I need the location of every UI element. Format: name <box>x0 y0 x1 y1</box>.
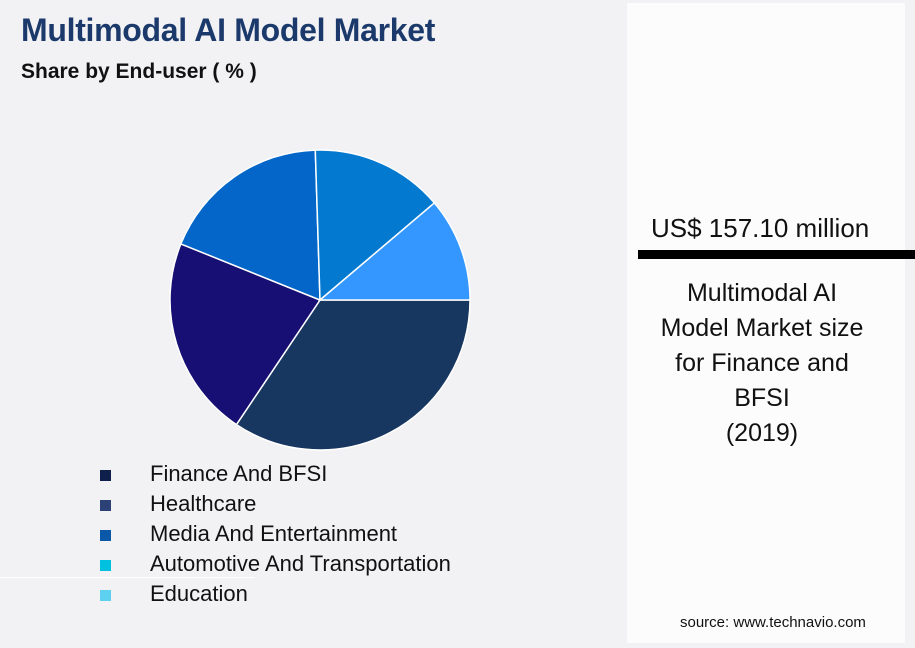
kpi-divider-bar <box>638 250 915 259</box>
kpi-value: US$ 157.10 million <box>651 213 870 243</box>
legend-label: Healthcare <box>150 491 257 516</box>
legend-label: Finance And BFSI <box>150 461 328 486</box>
legend-marker-icon <box>100 470 111 481</box>
legend-marker-icon <box>100 530 111 541</box>
legend-marker-icon <box>100 590 111 601</box>
kpi-description: Multimodal AI Model Market size for Fina… <box>638 276 886 451</box>
legend-label: Automotive And Transportation <box>150 551 451 576</box>
chart-subtitle: Share by End-user ( % ) <box>21 60 257 83</box>
legend-marker-icon <box>100 500 111 511</box>
kpi-panel <box>627 3 905 643</box>
legend-marker-icon <box>100 560 111 571</box>
pie-chart <box>169 149 471 451</box>
pie-slice-education <box>317 201 471 301</box>
kpi-description-line: BFSI <box>734 384 790 412</box>
kpi-description-line: (2019) <box>725 419 799 447</box>
kpi-description-line: Model Market size <box>660 314 864 342</box>
divider <box>0 577 255 578</box>
kpi-description-line: Multimodal AI <box>686 279 838 307</box>
chart-title: Multimodal AI Model Market <box>21 12 436 48</box>
pie-slice-media-and-entertainment <box>179 149 321 302</box>
pie-slice-finance-and-bfsi <box>235 299 471 451</box>
kpi-description-line: for Finance and <box>675 349 849 377</box>
source-credit: source: www.technavio.com <box>680 614 866 631</box>
legend-label: Education <box>150 581 248 606</box>
pie-slice-automotive-and-transportation <box>314 149 436 302</box>
legend-label: Media And Entertainment <box>150 521 398 546</box>
pie-slice-healthcare <box>169 242 322 426</box>
